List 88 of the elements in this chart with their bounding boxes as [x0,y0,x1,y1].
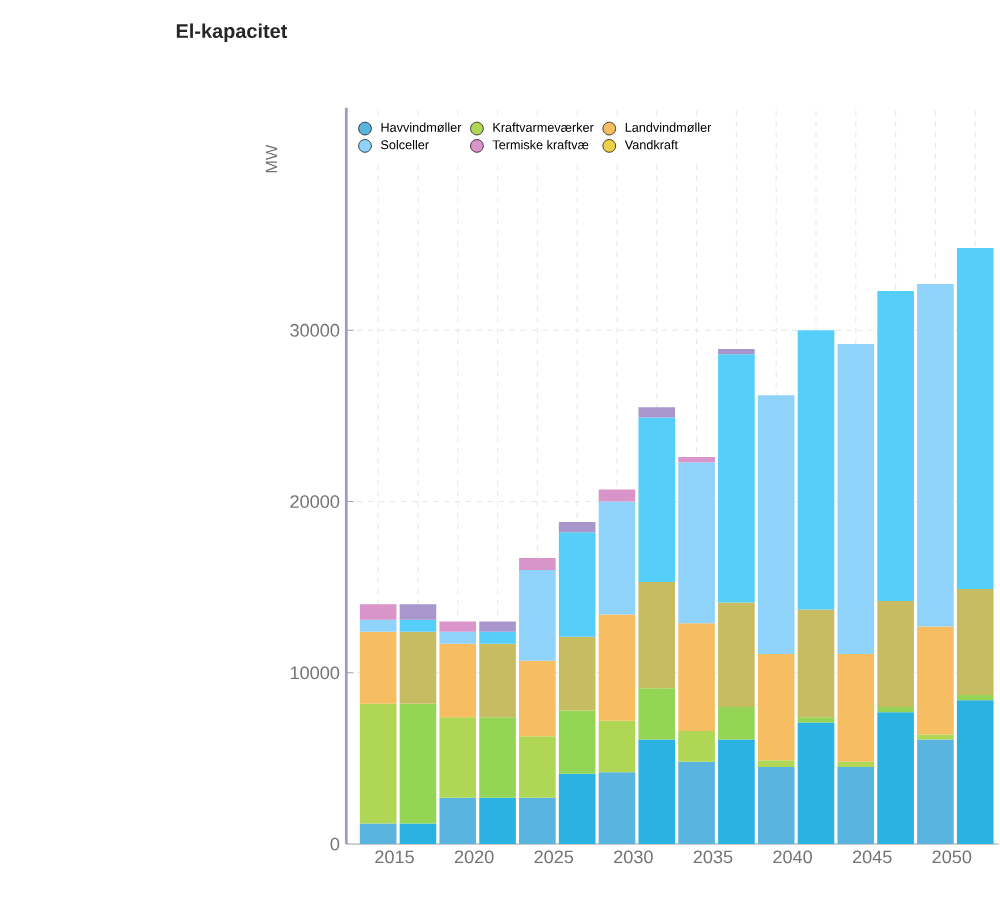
bar [598,489,636,502]
bar [598,772,636,845]
bar [399,604,437,621]
bar [638,418,676,583]
bar [359,632,397,705]
bar [479,644,516,718]
bar [877,601,914,708]
bar [917,734,954,741]
bar [598,614,636,722]
bar [479,621,516,633]
x-tick-label: 2050 [932,850,972,864]
x-tick-label: 2040 [773,850,812,864]
bar [359,823,397,845]
bar [519,736,556,799]
bar [678,457,715,463]
bar [479,717,516,799]
x-tick-label: 2030 [614,850,653,864]
chart-title: El-kapacitet [176,23,288,43]
y-tick-label: 30000 [290,324,340,338]
bar [678,762,715,845]
y-axis-title: MW [265,145,278,173]
bar [479,798,516,845]
bar [956,589,994,696]
bar [439,717,477,799]
bar [519,558,556,571]
bar [877,707,914,713]
bar [359,604,397,621]
bar [837,762,875,768]
bar [519,798,556,845]
bar [479,632,516,645]
x-tick-label: 2015 [375,850,414,864]
x-tick-label: 2045 [852,850,892,864]
x-tick-label: 2020 [454,850,494,864]
bar [757,654,795,761]
bar [718,603,755,708]
bar [558,532,596,638]
bar [797,717,835,723]
bar [638,740,676,845]
y-tick-label: 20000 [290,495,340,509]
bar [439,621,477,633]
x-tick-label: 2025 [534,850,574,864]
bar [399,632,437,705]
bar [797,722,835,845]
y-tick-label: 0 [330,838,340,851]
x-tick-label: 2035 [693,850,733,864]
bar [439,632,477,645]
y-tick-label: 10000 [290,666,340,680]
bar [359,704,397,824]
bar [519,661,556,737]
bar [678,731,715,763]
bar [598,721,636,773]
bar [718,707,755,741]
bar [638,407,676,419]
bar [678,462,715,624]
bar [757,760,795,768]
bar [399,823,437,845]
bar [797,330,835,610]
bar [718,349,755,355]
bar [718,740,755,845]
bar [359,620,397,633]
bar [558,522,596,533]
bar [718,354,755,603]
bar [757,395,795,655]
bar [837,344,875,655]
bar [558,637,596,711]
bar [757,767,795,845]
bar [917,626,954,735]
bar [837,654,875,763]
bar [797,609,835,718]
bar [917,284,954,627]
bar [439,798,477,845]
bar [956,695,994,701]
bar [399,704,437,824]
bar [638,688,676,741]
bar [837,767,875,845]
bar [678,623,715,732]
bar [439,644,477,718]
bar [956,248,994,590]
bar [956,700,994,845]
bar [877,291,914,602]
bar [519,570,556,662]
bar [917,740,954,845]
bar [558,710,596,775]
bar [558,774,596,845]
bar [598,501,636,615]
bar [877,712,914,845]
bar [638,582,676,689]
bar [399,620,437,633]
